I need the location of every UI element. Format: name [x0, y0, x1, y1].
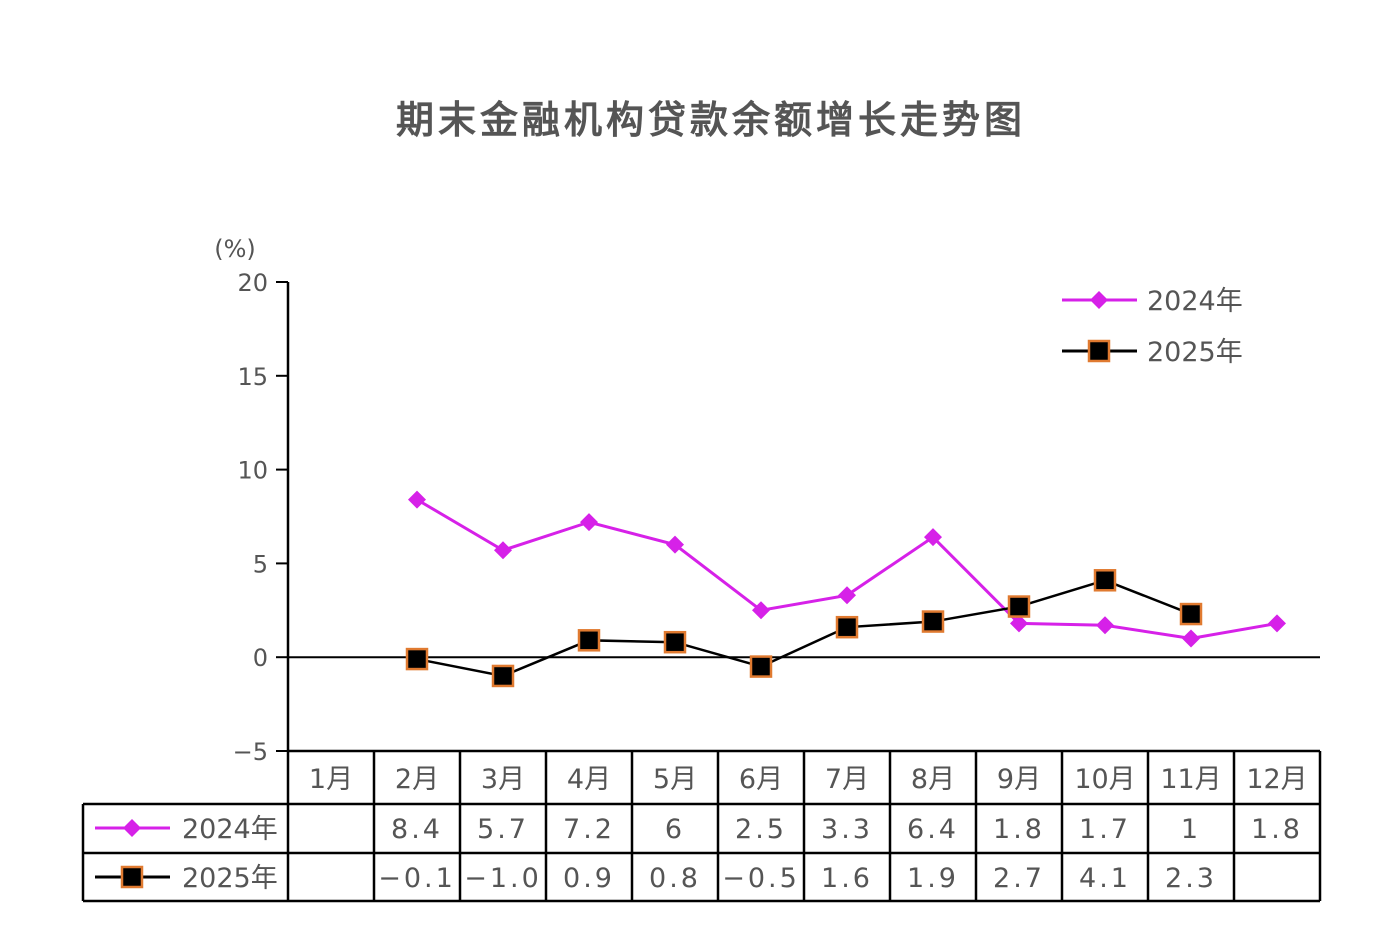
- data-point-2024: [1096, 616, 1114, 635]
- data-point-2024: [123, 819, 141, 837]
- data-point-2025: [835, 615, 859, 639]
- data-point-2024: [494, 541, 512, 560]
- table-cell-value: 1: [1181, 814, 1201, 845]
- table-header-month: 4月: [567, 764, 611, 795]
- data-point-2025: [1179, 602, 1203, 626]
- data-point-2025: [749, 655, 773, 678]
- table-cell-value: 4.1: [1079, 863, 1131, 894]
- table-cell-value: 1.8: [1251, 814, 1303, 845]
- table-cell-value: −0.5: [722, 863, 800, 894]
- table-cell-value: 3.3: [821, 814, 873, 845]
- table-cell-value: 0.8: [649, 863, 701, 894]
- table-cell-value: 8.4: [391, 814, 443, 845]
- series-line-2025: [416, 578, 1192, 678]
- y-tick-label: 5: [253, 550, 268, 578]
- legend-label: 2024年: [1147, 286, 1243, 317]
- data-point-2024: [1268, 614, 1286, 633]
- table-cell-value: 5.7: [477, 814, 529, 845]
- table-row-label: 2024年: [182, 814, 278, 845]
- y-tick-label: 20: [237, 269, 268, 297]
- data-point-2025: [120, 865, 144, 889]
- table-header-month: 10月: [1074, 764, 1135, 795]
- data-point-2024: [1090, 291, 1108, 309]
- table-header-month: 2月: [395, 764, 439, 795]
- y-tick-label: 10: [237, 457, 268, 485]
- table-cell-value: 2.3: [1165, 863, 1217, 894]
- data-point-2025: [1093, 569, 1117, 592]
- data-point-2025: [663, 630, 687, 654]
- table-row-label: 2025年: [182, 863, 278, 894]
- data-point-2024: [924, 528, 942, 547]
- table-cell-value: 0.9: [563, 863, 615, 894]
- table-cell-value: 7.2: [563, 814, 615, 845]
- legend-label: 2025年: [1147, 337, 1243, 368]
- y-tick-label: −5: [233, 738, 268, 766]
- data-point-2025: [491, 664, 515, 688]
- table-cell-value: −0.1: [378, 863, 456, 894]
- table-header-month: 12月: [1246, 764, 1307, 795]
- data-point-2025: [921, 610, 945, 633]
- table-cell-value: 2.7: [993, 863, 1045, 894]
- data-point-2025: [405, 647, 429, 671]
- data-point-2024: [752, 601, 770, 620]
- table-header-month: 9月: [997, 764, 1041, 795]
- data-point-2025: [1007, 595, 1031, 618]
- table-cell-value: 1.8: [993, 814, 1045, 845]
- table-header-month: 6月: [739, 764, 783, 795]
- table-cell-value: 6: [665, 814, 685, 845]
- y-axis-unit-label: (%): [214, 235, 256, 263]
- table-cell-value: 2.5: [735, 814, 787, 845]
- table-cell-value: 6.4: [907, 814, 959, 845]
- table-header-month: 1月: [309, 764, 353, 795]
- y-tick-label: 0: [253, 644, 268, 672]
- table-header-month: 5月: [653, 764, 697, 795]
- table-header-month: 11月: [1160, 764, 1221, 795]
- data-point-2024: [580, 513, 598, 532]
- data-point-2025: [1087, 339, 1111, 363]
- table-cell-value: 1.6: [821, 863, 873, 894]
- data-point-2024: [666, 535, 684, 554]
- table-cell-value: 1.9: [907, 863, 959, 894]
- table-header-month: 3月: [481, 764, 525, 795]
- table-header-month: 7月: [825, 764, 869, 795]
- chart-title: 期末金融机构贷款余额增长走势图: [396, 98, 1026, 142]
- table-header-month: 8月: [911, 764, 955, 795]
- data-point-2024: [1182, 629, 1200, 648]
- data-point-2024: [838, 586, 856, 605]
- data-point-2024: [408, 490, 426, 509]
- data-point-2025: [577, 629, 601, 652]
- table-cell-value: −1.0: [464, 863, 542, 894]
- data-point-2024: [1010, 614, 1028, 633]
- table-cell-value: 1.7: [1079, 814, 1131, 845]
- y-tick-label: 15: [237, 363, 268, 391]
